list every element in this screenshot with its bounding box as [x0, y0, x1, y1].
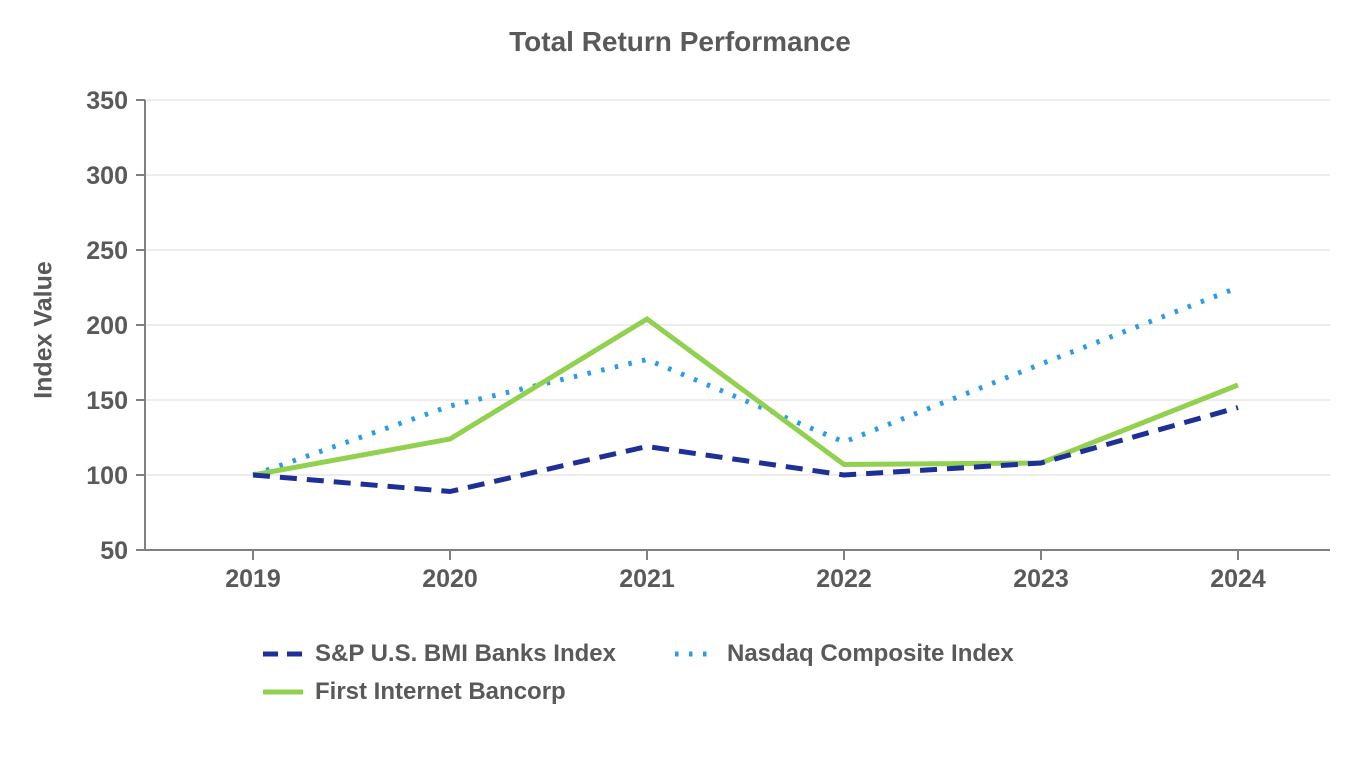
x-tick-label: 2019: [225, 565, 281, 593]
chart-legend: S&P U.S. BMI Banks Index Nasdaq Composit…: [262, 640, 1142, 706]
legend-label-nasdaq: Nasdaq Composite Index: [726, 640, 1014, 667]
x-tick-label: 2021: [619, 565, 675, 593]
y-tick-label: 50: [100, 537, 128, 565]
x-tick-label: 2020: [422, 565, 478, 593]
y-tick-label: 100: [86, 462, 128, 490]
chart-title: Total Return Performance: [509, 26, 851, 57]
y-tick-label: 150: [86, 387, 128, 415]
y-tick-label: 350: [86, 87, 128, 115]
dotted-line-swatch-icon: [674, 651, 715, 657]
x-tick-label: 2024: [1210, 565, 1266, 593]
x-tick-label: 2022: [816, 565, 872, 593]
legend-item-sp-banks: S&P U.S. BMI Banks Index: [262, 640, 616, 668]
legend-item-nasdaq: Nasdaq Composite Index: [674, 640, 1014, 668]
series-line-solid: [252, 315, 1239, 478]
y-tick-label: 250: [86, 237, 128, 265]
x-tick-label: 2023: [1013, 565, 1069, 593]
legend-label-sp-banks: S&P U.S. BMI Banks Index: [315, 640, 616, 667]
series-line-dashed: [252, 405, 1239, 495]
legend-label-first-internet: First Internet Bancorp: [315, 678, 566, 705]
dashed-line-swatch-icon: [263, 651, 303, 657]
solid-line-swatch-icon: [263, 689, 303, 695]
y-tick-label: 300: [86, 162, 128, 190]
y-tick-label: 200: [86, 312, 128, 340]
legend-item-first-internet: First Internet Bancorp: [262, 678, 566, 706]
